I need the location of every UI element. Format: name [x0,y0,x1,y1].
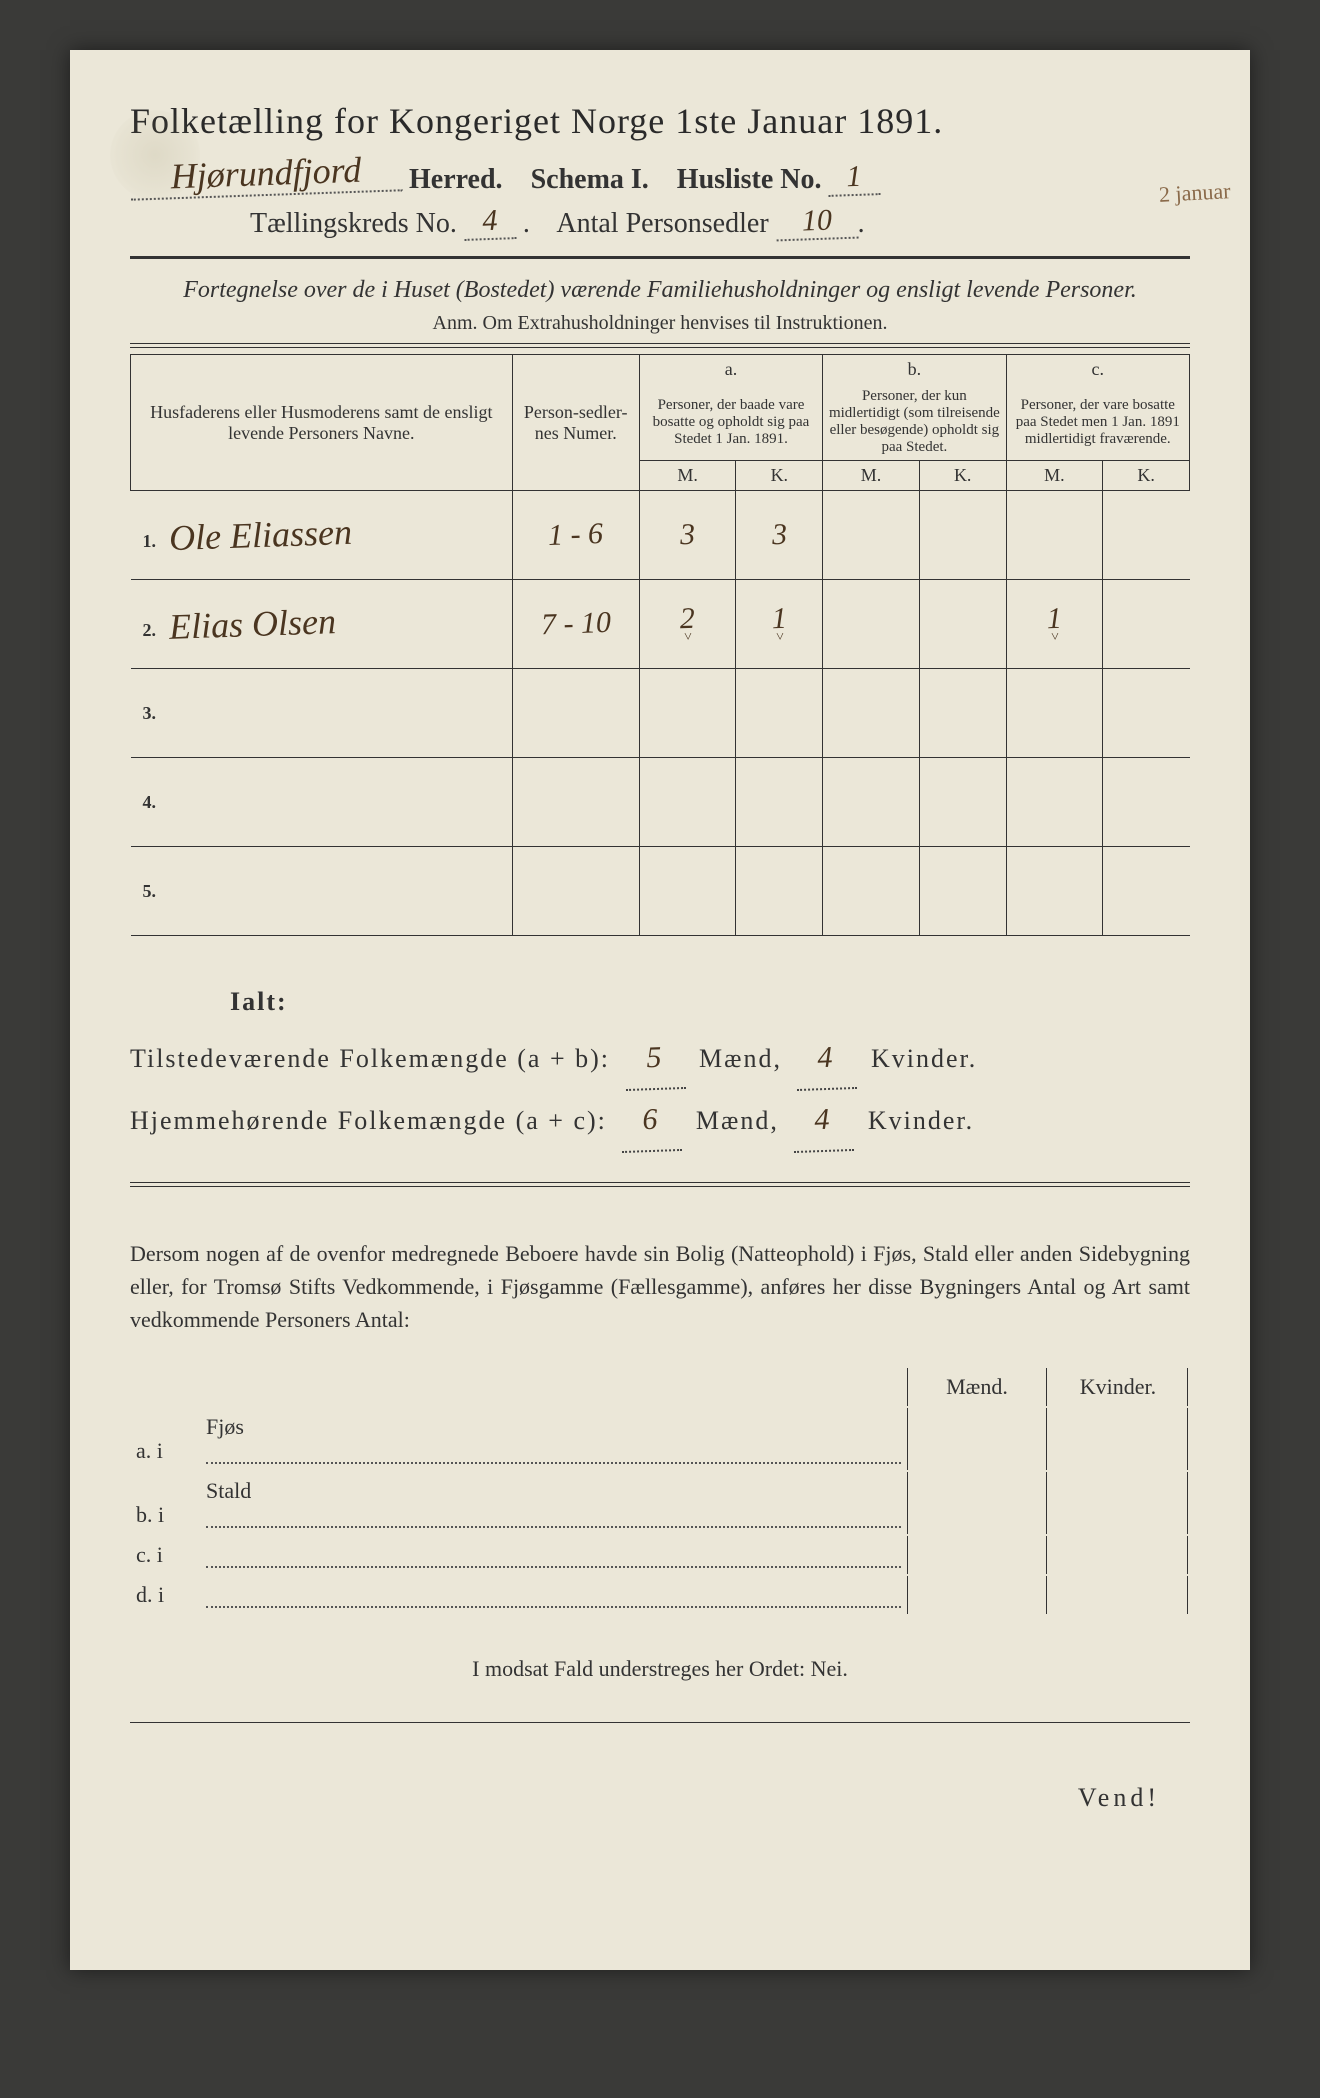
divider [130,1186,1190,1187]
col-names: Husfaderens eller Husmoderens samt de en… [131,355,513,491]
divider [130,343,1190,344]
kreds-value: 4 [463,203,516,241]
vend-label: Vend! [130,1783,1190,1813]
col-b-m: M. [823,461,920,491]
col-b-hdr: b. [823,355,1006,385]
building-row: b. i Stald [132,1472,1188,1534]
present-women: 4 [795,1027,857,1091]
building-row: c. i [132,1536,1188,1574]
present-men: 5 [623,1027,685,1091]
divider [130,1182,1190,1183]
building-row: a. i Fjøs [132,1408,1188,1470]
col-c-m: M. [1006,461,1103,491]
total-resident: Hjemmehørende Folkemængde (a + c): 6 Mæn… [130,1090,1190,1152]
col-a-desc: Personer, der baade vare bosatte og opho… [639,384,822,461]
col-b-k: K. [919,461,1006,491]
kreds-label: Tællingskreds No. [250,208,457,239]
line-kreds: Tællingskreds No. 4 . Antal Personsedler… [130,204,1190,240]
table-row: 1. Ole Eliassen 1 - 6 33 [131,491,1190,580]
col-b-desc: Personer, der kun midlertidigt (som tilr… [823,384,1006,461]
building-paragraph: Dersom nogen af de ovenfor medregnede Be… [130,1237,1190,1336]
anm-note: Anm. Om Extrahusholdninger henvises til … [130,312,1190,335]
household-table: Husfaderens eller Husmoderens samt de en… [130,354,1190,936]
herred-label: Herred. [409,164,503,195]
totals-block: Ialt: Tilstedeværende Folkemængde (a + b… [130,976,1190,1152]
line-herred: Hjørundfjord Herred. Schema I. Husliste … [130,152,1190,196]
husliste-value: 1 [828,159,881,197]
table-row: 4. [131,758,1190,847]
bygning-hdr-m: Mænd. [907,1368,1047,1406]
description: Fortegnelse over de i Huset (Bostedet) v… [130,277,1190,304]
col-c-hdr: c. [1006,355,1189,385]
building-table: Mænd. Kvinder. a. i Fjøs b. i Stald c. i… [130,1366,1190,1616]
resident-men: 6 [620,1089,682,1153]
nei-line: I modsat Fald understreges her Ordet: Ne… [130,1656,1190,1682]
col-a-hdr: a. [639,355,822,385]
table-row: 2. Elias Olsen 7 - 10 2˅1˅ 1˅ [131,580,1190,669]
sedler-label: Antal Personsedler [556,208,768,239]
col-a-k: K. [736,461,823,491]
total-present: Tilstedeværende Folkemængde (a + b): 5 M… [130,1028,1190,1090]
sedler-value: 10 [775,203,858,242]
schema-label: Schema I. [531,164,649,195]
col-a-m: M. [639,461,736,491]
divider [130,1722,1190,1723]
col-c-desc: Personer, der vare bosatte paa Stedet me… [1006,384,1189,461]
census-form-page: 2 januar Folketælling for Kongeriget Nor… [70,50,1250,1970]
col-c-k: K. [1103,461,1190,491]
table-row: 3. [131,669,1190,758]
bygning-hdr-k: Kvinder. [1049,1368,1188,1406]
building-row: d. i [132,1576,1188,1614]
ialt-label: Ialt: [130,976,1190,1028]
margin-note: 2 januar [1158,178,1231,208]
col-number: Person-sedler-nes Numer. [512,355,639,491]
table-row: 5. [131,847,1190,936]
divider [130,347,1190,348]
husliste-label: Husliste No. [677,164,822,195]
herred-value: Hjørundfjord [129,147,402,200]
divider [130,256,1190,259]
resident-women: 4 [792,1089,854,1153]
page-title: Folketælling for Kongeriget Norge 1ste J… [130,100,1190,142]
